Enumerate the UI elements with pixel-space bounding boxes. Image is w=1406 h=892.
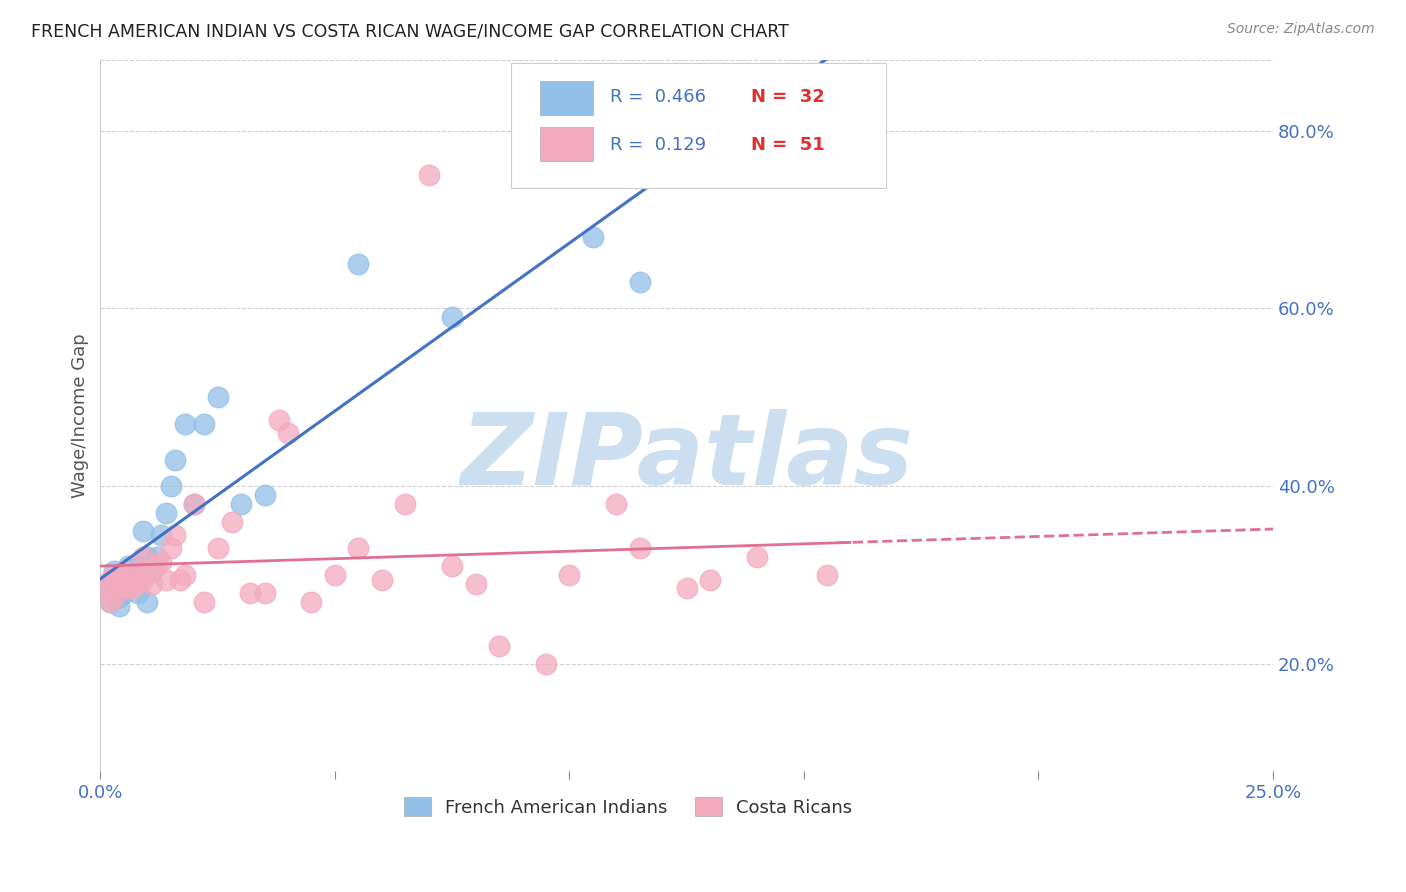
Point <box>131 573 153 587</box>
Point <box>94 582 117 596</box>
Point <box>150 555 173 569</box>
Bar <box>540 128 593 161</box>
FancyBboxPatch shape <box>510 63 886 187</box>
Point <box>94 582 117 596</box>
Point <box>117 559 139 574</box>
Point <box>131 550 153 565</box>
Point <box>394 497 416 511</box>
Point <box>605 497 627 511</box>
Point <box>699 573 721 587</box>
Point <box>267 412 290 426</box>
Point <box>145 559 167 574</box>
Point <box>112 564 135 578</box>
Point <box>582 230 605 244</box>
Point <box>159 479 181 493</box>
Point <box>441 310 464 325</box>
Point <box>815 568 838 582</box>
Point <box>323 568 346 582</box>
Point <box>418 168 440 182</box>
Point <box>136 595 159 609</box>
Point <box>112 573 135 587</box>
Text: FRENCH AMERICAN INDIAN VS COSTA RICAN WAGE/INCOME GAP CORRELATION CHART: FRENCH AMERICAN INDIAN VS COSTA RICAN WA… <box>31 22 789 40</box>
Point <box>193 417 215 431</box>
Point <box>108 568 131 582</box>
Point <box>127 559 149 574</box>
Bar <box>540 81 593 115</box>
Point <box>558 568 581 582</box>
Point <box>98 573 121 587</box>
Point <box>628 275 651 289</box>
Point <box>169 573 191 587</box>
Point <box>165 452 187 467</box>
Text: R =  0.466: R = 0.466 <box>610 88 706 106</box>
Point <box>253 586 276 600</box>
Point <box>103 573 125 587</box>
Point <box>534 657 557 671</box>
Text: N =  32: N = 32 <box>751 88 825 106</box>
Legend: French American Indians, Costa Ricans: French American Indians, Costa Ricans <box>395 789 862 826</box>
Point <box>117 573 139 587</box>
Point <box>108 599 131 614</box>
Point <box>464 577 486 591</box>
Point <box>145 550 167 565</box>
Point <box>141 564 163 578</box>
Point <box>229 497 252 511</box>
Point <box>347 541 370 556</box>
Point <box>103 568 125 582</box>
Text: N =  51: N = 51 <box>751 136 825 154</box>
Point <box>221 515 243 529</box>
Point <box>745 550 768 565</box>
Point <box>441 559 464 574</box>
Point <box>122 573 145 587</box>
Point <box>98 595 121 609</box>
Point <box>122 582 145 596</box>
Point <box>165 528 187 542</box>
Point <box>675 582 697 596</box>
Point <box>159 541 181 556</box>
Point <box>173 417 195 431</box>
Point <box>488 639 510 653</box>
Point <box>277 425 299 440</box>
Point <box>141 577 163 591</box>
Point <box>103 564 125 578</box>
Point <box>98 595 121 609</box>
Point <box>155 506 177 520</box>
Point <box>173 568 195 582</box>
Point <box>150 528 173 542</box>
Point <box>207 390 229 404</box>
Point <box>183 497 205 511</box>
Point <box>628 541 651 556</box>
Point <box>127 568 149 582</box>
Point <box>207 541 229 556</box>
Point <box>117 582 139 596</box>
Point <box>193 595 215 609</box>
Text: R =  0.129: R = 0.129 <box>610 136 707 154</box>
Point <box>371 573 394 587</box>
Point <box>112 586 135 600</box>
Point <box>108 591 131 605</box>
Point <box>183 497 205 511</box>
Point <box>112 568 135 582</box>
Point <box>301 595 323 609</box>
Text: Source: ZipAtlas.com: Source: ZipAtlas.com <box>1227 22 1375 37</box>
Point <box>117 582 139 596</box>
Point <box>127 573 149 587</box>
Point <box>103 591 125 605</box>
Point <box>239 586 262 600</box>
Point <box>108 582 131 596</box>
Point <box>127 586 149 600</box>
Point <box>136 564 159 578</box>
Point <box>347 257 370 271</box>
Point <box>122 573 145 587</box>
Point <box>155 573 177 587</box>
Point <box>253 488 276 502</box>
Point <box>131 524 153 538</box>
Text: ZIPatlas: ZIPatlas <box>460 409 914 507</box>
Y-axis label: Wage/Income Gap: Wage/Income Gap <box>72 333 89 498</box>
Point <box>136 550 159 565</box>
